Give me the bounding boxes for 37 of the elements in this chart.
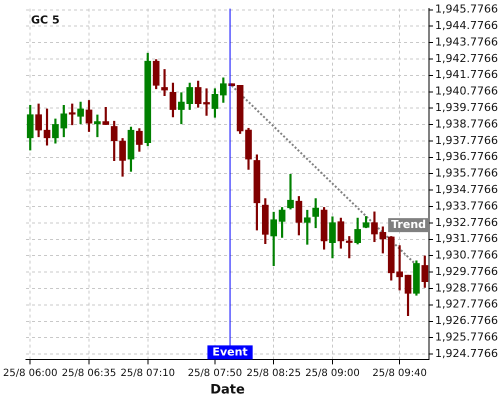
y-tick-label: 1,943.7766 <box>435 35 498 48</box>
y-tick-label: 1,942.7766 <box>435 52 498 65</box>
y-tick-label: 1,939.7766 <box>435 101 498 114</box>
annotation: Event <box>212 345 248 358</box>
y-tick-label: 1,924.7766 <box>435 346 498 360</box>
x-tick-label: 25/8 08:25 <box>246 368 301 379</box>
y-tick-label: 1,928.7766 <box>435 281 498 294</box>
y-tick-label: 1,933.7766 <box>435 199 498 212</box>
y-tick-label: 1,927.7766 <box>435 298 498 311</box>
y-tick-label: 1,944.7766 <box>435 19 498 32</box>
y-tick-label: 1,938.7766 <box>435 117 498 130</box>
y-tick-label: 1,940.7766 <box>435 84 498 98</box>
candlestick <box>68 104 76 126</box>
series-label: Trend <box>391 218 426 231</box>
y-tick-label: 1,937.7766 <box>435 134 498 147</box>
y-tick-label: 1,934.7766 <box>435 182 498 196</box>
x-tick-label: 25/8 06:00 <box>3 368 58 379</box>
candlestick <box>102 106 110 125</box>
y-tick-label: 1,925.7766 <box>435 330 498 344</box>
candlestick <box>304 210 311 245</box>
x-tick-label: 25/8 06:35 <box>62 368 116 379</box>
x-tick-label: 25/8 09:40 <box>372 368 427 379</box>
x-tick-label: 25/8 09:00 <box>305 368 360 379</box>
y-tick-label: 1,932.7766 <box>435 216 498 229</box>
y-tick-label: 1,926.7766 <box>435 314 498 328</box>
x-tick-label: 25/8 07:10 <box>120 368 175 379</box>
y-tick-label: 1,935.7766 <box>435 166 498 180</box>
y-tick-label: 1,929.7766 <box>435 264 498 278</box>
x-axis-title: Date <box>210 382 245 398</box>
y-tick-label: 1,945.7766 <box>435 2 498 16</box>
candlestick <box>346 236 353 258</box>
text: GC 5 <box>31 13 60 26</box>
y-tick-label: 1,930.7766 <box>435 248 498 262</box>
x-tick-label: 25/8 07:50 <box>188 368 242 379</box>
y-tick-label: 1,936.7766 <box>435 150 498 164</box>
y-tick-label: 1,931.7766 <box>435 232 498 246</box>
y-tick-label: 1,941.7766 <box>435 68 498 82</box>
